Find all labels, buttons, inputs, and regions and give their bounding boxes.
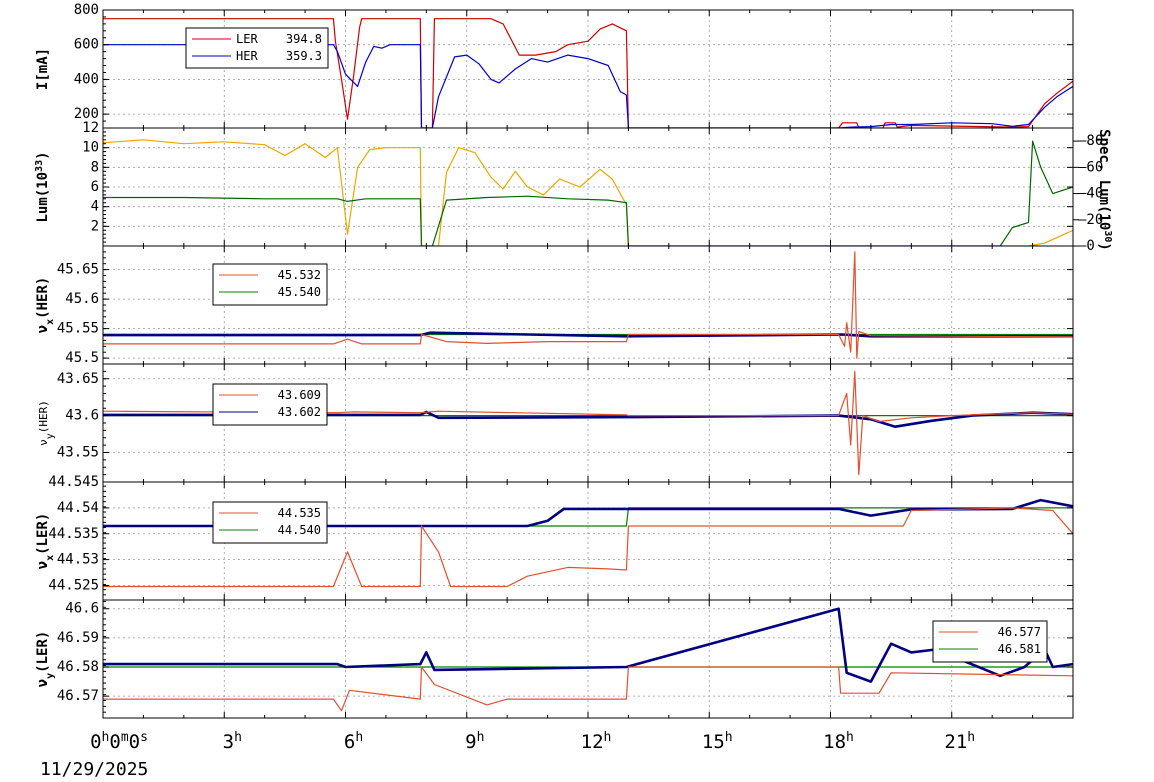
legend-value: 46.577 [998, 625, 1041, 639]
series-line-ler [103, 18, 1073, 128]
ytick-label: 43.6 [65, 408, 99, 424]
ytick-label: 12 [82, 120, 99, 136]
panel-series [103, 18, 1073, 128]
xtick-label: 12h [581, 730, 612, 754]
series-line-reference [103, 666, 1073, 712]
xtick-label: 6h [344, 730, 363, 754]
ytick-right-label: —60 [1078, 159, 1103, 175]
panel-grid [103, 600, 1073, 718]
ytick-label: 45.5 [65, 350, 99, 366]
series-line-reference [103, 507, 1073, 588]
legend-label: HER [236, 49, 258, 63]
ytick-label: 44.535 [48, 526, 99, 542]
legend-box [932, 620, 1048, 663]
xtick-label: 18h [823, 730, 854, 754]
series-line-her [103, 44, 1073, 128]
series-line-measured [103, 607, 1073, 683]
legend: 44.535 44.540 [212, 501, 328, 544]
ytick-label: 44.525 [48, 578, 99, 594]
panel-series [103, 139, 1073, 246]
legend: 45.532 45.540 [212, 263, 328, 306]
ytick-label: 45.55 [57, 321, 99, 337]
series-line-measured [103, 498, 1073, 528]
ytick-label: 43.55 [57, 445, 99, 461]
ytick-label: 46.58 [57, 659, 99, 675]
ytick-label: 46.59 [57, 630, 99, 646]
legend-value: 44.540 [278, 523, 321, 537]
y-axis-label: νy(LER) [35, 631, 56, 688]
panel-grid [103, 128, 1073, 246]
panel-series [103, 498, 1073, 588]
legend-label: LER [236, 32, 258, 46]
ytick-right-label: —20 [1078, 212, 1103, 228]
legend-value: 45.540 [278, 285, 321, 299]
ytick-right-label: —80 [1078, 133, 1103, 149]
ytick-right-label: —40 [1078, 186, 1103, 202]
ytick-label: 46.57 [57, 688, 99, 704]
y-axis-label: νx(LER) [35, 513, 56, 570]
ytick-label: 10 [82, 140, 99, 156]
ytick-label: 44.53 [57, 552, 99, 568]
ytick-label: 45.6 [65, 291, 99, 307]
panel-current: 200 400 600 800 I[mA] LER 394.8 HER 359.3 [35, 2, 1074, 129]
panel-series [103, 251, 1073, 359]
legend: 43.609 43.602 [212, 383, 328, 426]
legend-value: 43.609 [278, 388, 321, 402]
y-axis-label: νx(HER) [35, 277, 56, 334]
panel-nuy_ler: 46.57 46.58 46.59 46.6 νy(LER) 46.577 46.581 [35, 599, 1074, 719]
xtick-label: 3h [223, 730, 242, 754]
ytick-label: 46.6 [65, 601, 99, 617]
ytick-right-label: —0 [1078, 238, 1095, 254]
xtick-label: 9h [465, 730, 484, 754]
xtick-label: 0h0m0s [90, 730, 148, 754]
legend-value: 43.602 [278, 405, 321, 419]
legend-box [212, 501, 328, 544]
legend-value: 46.581 [998, 642, 1041, 656]
y-axis-label-right: Spec. Lum(1030) [1096, 129, 1114, 251]
legend-value: 394.8 [286, 32, 322, 46]
ytick-label: 43.65 [57, 371, 99, 387]
legend-value: 44.535 [278, 506, 321, 520]
x-axis-labels: 0h0m0s 3h 6h 9h 12h 15h 18h 21h [90, 730, 975, 754]
ytick-label: 8 [91, 159, 99, 175]
panel-series [103, 607, 1073, 712]
legend: LER 394.8 HER 359.3 [185, 27, 329, 69]
legend-box [212, 263, 328, 306]
xtick-label: 15h [702, 730, 733, 754]
ytick-label: 600 [74, 37, 99, 53]
y-axis-label: νy(HER) [37, 400, 56, 446]
series-line-reference [103, 370, 1073, 476]
ytick-label: 45.65 [57, 262, 99, 278]
y-axis-label: Lum(1033) [34, 151, 52, 222]
ytick-label: 200 [74, 106, 99, 122]
ytick-label: 800 [74, 2, 99, 18]
series-line-lum [103, 139, 1073, 246]
legend-box [212, 383, 328, 426]
y-axis-label: I[mA] [35, 48, 51, 90]
series-line-spec-lum [103, 140, 1073, 246]
ytick-label: 44.54 [57, 500, 99, 516]
ytick-label: 4 [91, 199, 99, 215]
date-label: 11/29/2025 [40, 759, 148, 780]
legend-value: 45.532 [278, 268, 321, 282]
ytick-label: 2 [91, 218, 99, 234]
xtick-label: 21h [944, 730, 975, 754]
ytick-label: 6 [91, 179, 99, 195]
series-line-reference [103, 251, 1073, 359]
legend-box [185, 27, 329, 69]
ytick-label: 400 [74, 71, 99, 87]
ytick-label: 44.545 [48, 474, 99, 490]
legend: 46.577 46.581 [932, 620, 1048, 663]
legend-value: 359.3 [286, 49, 322, 63]
